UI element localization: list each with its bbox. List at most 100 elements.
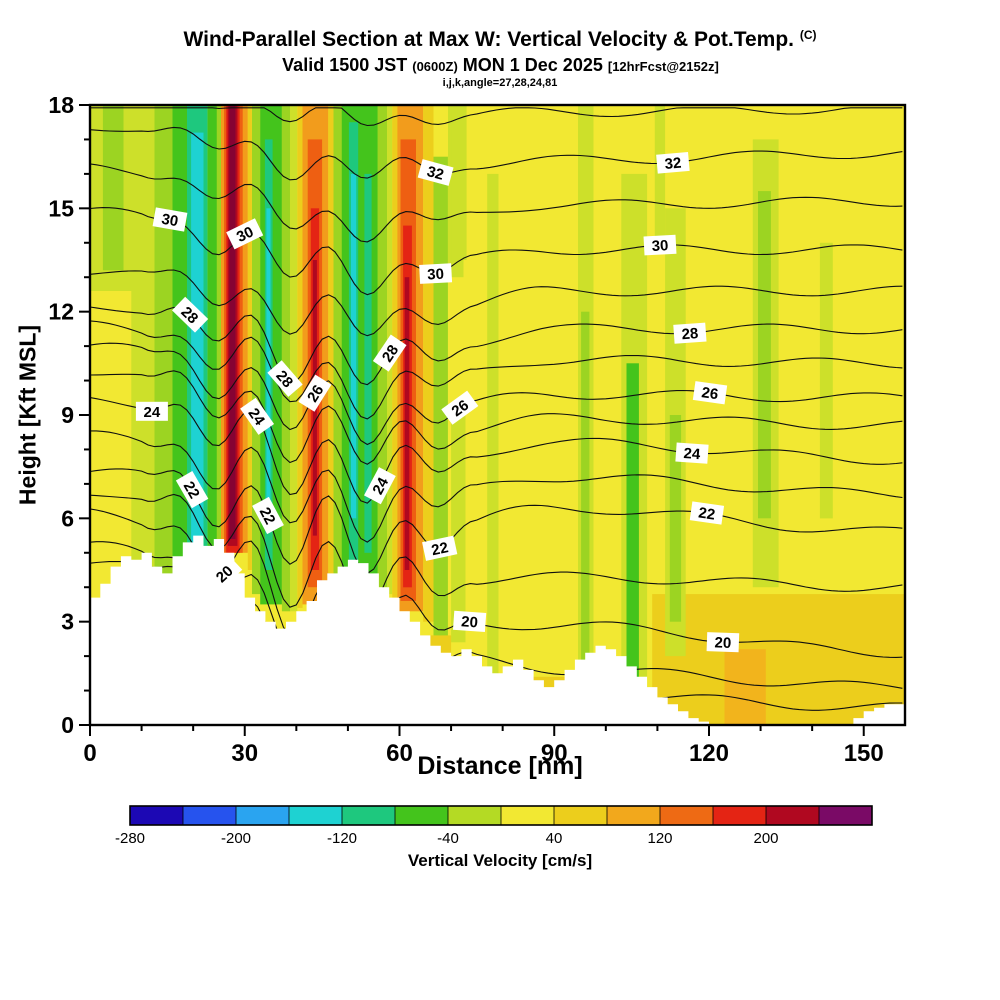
velocity-band bbox=[216, 105, 221, 570]
isentrope-label: 22 bbox=[252, 496, 284, 535]
isentrope-label: 22 bbox=[422, 535, 458, 561]
velocity-band bbox=[433, 156, 448, 636]
isentrope-label-text: 20 bbox=[714, 634, 731, 652]
colorbar-segment bbox=[289, 806, 343, 825]
isentrope-line bbox=[90, 306, 903, 386]
y-tick-label: 18 bbox=[48, 92, 74, 118]
valid-time: Valid 1500 JST bbox=[282, 55, 408, 75]
velocity-band bbox=[281, 105, 291, 612]
isentrope-label-text: 22 bbox=[697, 504, 716, 523]
x-tick-label: 150 bbox=[844, 740, 884, 767]
velocity-band bbox=[328, 105, 334, 588]
velocity-band bbox=[290, 105, 298, 612]
isentrope-label: 24 bbox=[364, 467, 396, 505]
colorbar-segment bbox=[395, 806, 449, 825]
colorbar-tick-label: -200 bbox=[221, 830, 251, 847]
chart-title-unit: (C) bbox=[799, 28, 817, 42]
isentrope-label: 24 bbox=[240, 397, 275, 435]
colorbar-segment bbox=[819, 806, 873, 825]
colorbar-segment bbox=[607, 806, 661, 825]
isentrope-label-box bbox=[152, 207, 188, 232]
x-tick-label: 30 bbox=[231, 740, 258, 767]
isentrope-label-box bbox=[656, 151, 690, 174]
isentrope-label-box bbox=[372, 334, 407, 372]
isentrope-line bbox=[90, 207, 903, 296]
velocity-band bbox=[451, 105, 467, 260]
isentrope-label: 26 bbox=[441, 390, 479, 425]
isentrope-line bbox=[90, 370, 903, 465]
chart-title-text: Wind-Parallel Section at Max W: Vertical… bbox=[183, 28, 794, 51]
isentrope-label-text: 28 bbox=[681, 325, 699, 343]
isentrope-line bbox=[90, 126, 903, 181]
colorbar-title: Vertical Velocity [cm/s] bbox=[407, 851, 593, 870]
isentrope-label: 30 bbox=[419, 263, 453, 284]
velocity-band bbox=[626, 363, 639, 691]
colorbar-segment bbox=[342, 806, 396, 825]
isentrope-label: 20 bbox=[452, 610, 487, 632]
isentrope-label: 20 bbox=[706, 632, 740, 653]
isentrope-line bbox=[90, 107, 903, 127]
isentrope-label-text: 24 bbox=[144, 404, 161, 421]
grid-indices: i,j,k,angle=27,28,24,81 bbox=[442, 77, 558, 89]
colorbar-tick-label: 40 bbox=[546, 830, 563, 847]
y-tick-label: 15 bbox=[48, 195, 74, 221]
velocity-band bbox=[654, 105, 666, 243]
valid-date: MON 1 Dec 2025 bbox=[462, 55, 603, 75]
colorbar-segment bbox=[766, 806, 820, 825]
velocity-band bbox=[364, 173, 372, 553]
colorbar-segment bbox=[236, 806, 290, 825]
colorbar-segment bbox=[713, 806, 767, 825]
velocity-band bbox=[252, 105, 261, 595]
y-tick-label: 12 bbox=[48, 299, 74, 325]
isentrope-line bbox=[90, 163, 903, 243]
isentrope-label-text: 26 bbox=[449, 397, 472, 421]
isentrope-label-box bbox=[417, 159, 454, 186]
isentrope-label-box bbox=[252, 496, 284, 535]
colorbar-segment bbox=[501, 806, 555, 825]
isentrope-label-text: 30 bbox=[651, 237, 669, 255]
colorbar-tick-label: -120 bbox=[327, 830, 357, 847]
isentrope-label: 30 bbox=[643, 234, 677, 256]
isentrope-label-box bbox=[171, 296, 209, 333]
isentrope-label: 30 bbox=[226, 218, 264, 250]
velocity-band bbox=[172, 105, 188, 588]
x-axis-title: Distance [nm] bbox=[417, 752, 583, 780]
y-tick-label: 6 bbox=[61, 505, 74, 531]
velocity-band bbox=[297, 105, 303, 608]
y-tick-label: 3 bbox=[61, 609, 74, 635]
velocity-band bbox=[333, 105, 342, 581]
colorbar-frame bbox=[129, 805, 873, 826]
isentrope-line bbox=[90, 342, 903, 446]
velocity-band bbox=[652, 594, 905, 725]
isentrope-label-text: 28 bbox=[379, 342, 402, 365]
isentrope-label-box bbox=[240, 397, 275, 435]
colorbar-segment bbox=[660, 806, 714, 825]
isentrope-label-text: 24 bbox=[369, 474, 392, 497]
y-tick-label: 0 bbox=[61, 712, 74, 738]
isentrope-label-box bbox=[673, 322, 707, 344]
velocity-band bbox=[819, 242, 833, 519]
valid-time-utc: (0600Z) bbox=[412, 59, 458, 74]
valid-time-line: Valid 1500 JST (0600Z) MON 1 Dec 2025 [12hr… bbox=[0, 55, 1000, 76]
isentrope-label: 20 bbox=[205, 555, 243, 592]
isentrope-label-box bbox=[267, 360, 303, 397]
isentrope-line bbox=[90, 493, 903, 613]
velocity-band bbox=[102, 105, 124, 271]
isentrope-label-text: 22 bbox=[180, 479, 203, 502]
isentrope-line bbox=[90, 397, 903, 504]
isentrope-label: 28 bbox=[673, 322, 707, 344]
colorbar-segment bbox=[554, 806, 608, 825]
colorbar-tick-label: 200 bbox=[753, 830, 778, 847]
velocity-band bbox=[669, 415, 682, 622]
isentrope-line bbox=[90, 320, 903, 420]
isentrope-label: 32 bbox=[656, 151, 690, 174]
terrain-mask bbox=[90, 535, 905, 725]
velocity-band bbox=[341, 105, 378, 588]
isentrope-label-text: 22 bbox=[430, 539, 450, 559]
x-tick-label: 0 bbox=[83, 740, 96, 767]
isentrope-label-box bbox=[452, 610, 487, 632]
chart-title: Wind-Parallel Section at Max W: Vertical… bbox=[0, 28, 1000, 52]
isentrope-label-box bbox=[706, 632, 740, 653]
velocity-band bbox=[724, 649, 766, 725]
